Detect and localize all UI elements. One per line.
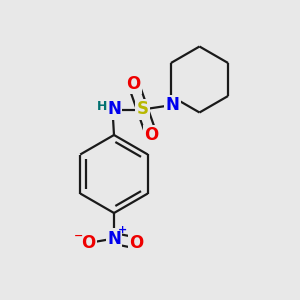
Text: N: N: [166, 96, 179, 114]
Text: O: O: [129, 234, 144, 252]
Text: O: O: [81, 234, 96, 252]
Text: N: N: [107, 230, 121, 247]
Text: N: N: [107, 100, 121, 118]
Text: H: H: [97, 100, 107, 113]
Text: +: +: [118, 225, 127, 235]
Text: S: S: [136, 100, 148, 118]
Text: −: −: [74, 230, 84, 241]
Text: O: O: [126, 75, 141, 93]
Text: O: O: [144, 126, 159, 144]
